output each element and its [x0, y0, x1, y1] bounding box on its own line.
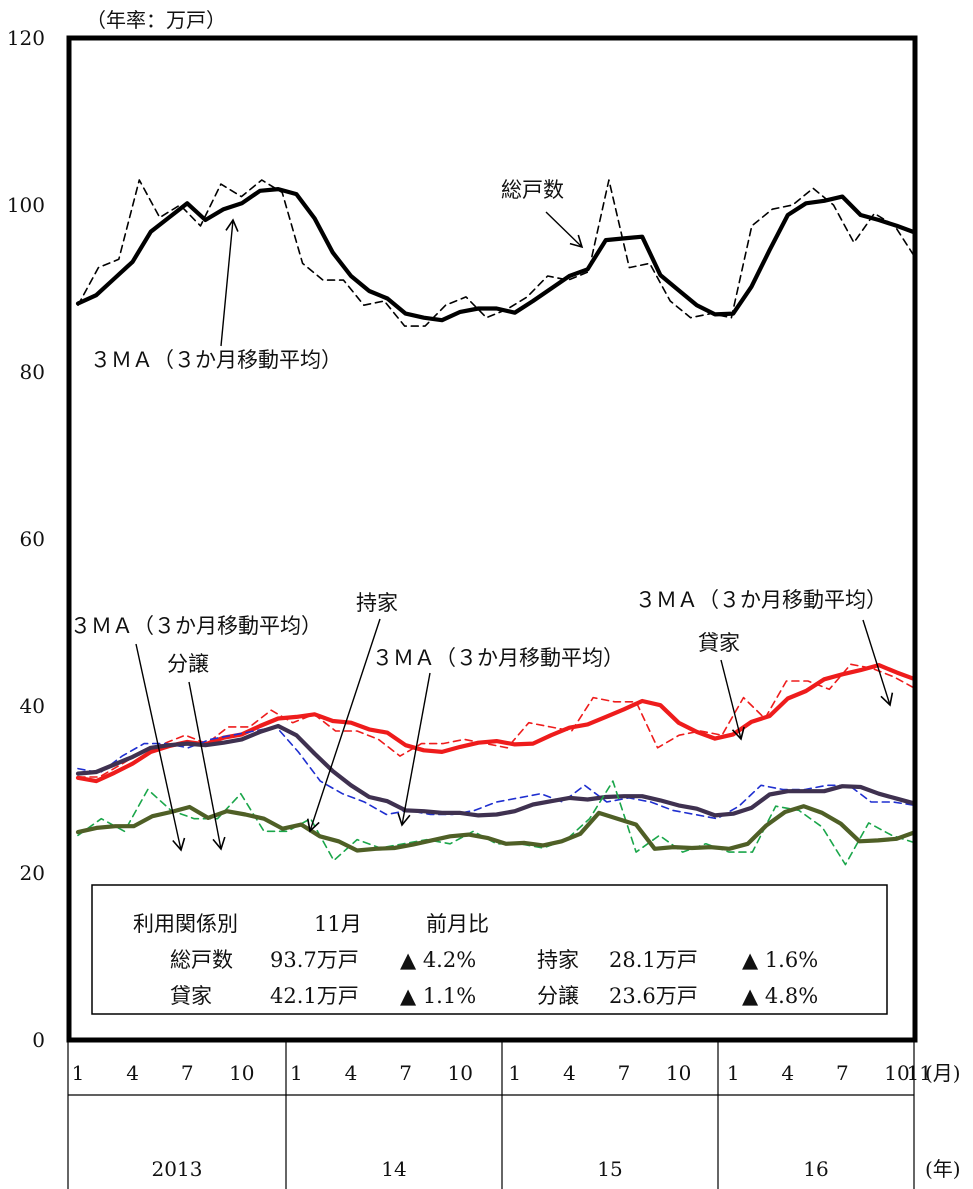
x-month-label: 10	[229, 1061, 254, 1085]
x-year-unit: (年)	[925, 1157, 961, 1181]
x-month-label: 4	[126, 1061, 139, 1085]
series-line-6	[77, 780, 917, 866]
summary-row1-value1: 93.7万戸	[270, 948, 359, 972]
x-month-unit: (月)	[925, 1061, 961, 1085]
x-month-label: 10	[666, 1061, 691, 1085]
y-unit-label: （年率：万戸）	[86, 8, 226, 32]
series-line-7	[75, 804, 918, 853]
y-tick-label: 20	[20, 861, 45, 885]
summary-row1-value2: 28.1万戸	[609, 948, 698, 972]
x-month-label: 10	[447, 1061, 472, 1085]
arrow-sale-ma	[135, 643, 186, 852]
series-line-3	[75, 662, 918, 784]
x-month-label: 10	[884, 1061, 909, 1085]
arrow-total-ma	[220, 218, 239, 347]
summary-row2-change1: ▲ 1.1%	[400, 984, 476, 1008]
x-month-label: 7	[181, 1061, 194, 1085]
y-tick-label: 0	[32, 1028, 45, 1052]
x-month-label: 1	[290, 1061, 303, 1085]
y-tick-label: 60	[20, 527, 45, 551]
annotation-rental-ma: ３ＭＡ（３か月移動平均）	[635, 588, 887, 612]
annotation-rental: 貸家	[698, 631, 740, 655]
y-axis: 0 20 40 60 80 100 120	[7, 26, 45, 1052]
summary-header-month: 11月	[314, 912, 362, 936]
x-month-label: 7	[836, 1061, 849, 1085]
x-month-label: 1	[508, 1061, 521, 1085]
y-tick-label: 40	[20, 694, 45, 718]
series-line-0	[77, 179, 917, 327]
annotation-owner: 持家	[356, 591, 398, 615]
arrow-rental-ma	[862, 619, 894, 707]
annotation-total: 総戸数	[501, 178, 564, 202]
y-tick-label: 80	[20, 360, 45, 384]
annotation-sale-ma: ３ＭＡ（３か月移動平均）	[70, 614, 322, 638]
x-month-label: 1	[727, 1061, 740, 1085]
x-year-label: 15	[597, 1157, 622, 1181]
summary-row2-name2: 分譲	[537, 984, 579, 1008]
series-line-1	[75, 187, 918, 323]
x-year-label: 16	[803, 1157, 828, 1181]
summary-box: 利用関係別 11月 前月比 総戸数 93.7万戸 ▲ 4.2% 持家 28.1万…	[91, 884, 888, 1015]
x-month-label: 4	[563, 1061, 576, 1085]
annotation-owner-ma: ３ＭＡ（３か月移動平均）	[372, 646, 624, 670]
summary-box-frame	[91, 884, 888, 1015]
arrow-sale	[188, 681, 226, 851]
summary-row1-change1: ▲ 4.2%	[400, 948, 476, 972]
x-year-label: 14	[381, 1157, 406, 1181]
y-tick-label: 120	[7, 26, 45, 50]
series-layer	[75, 179, 918, 866]
summary-row1-change2: ▲ 1.6%	[742, 948, 818, 972]
x-month-label: 11	[906, 1061, 931, 1085]
summary-row2-change2: ▲ 4.8%	[742, 984, 818, 1008]
annotation-total-ma: ３ＭＡ（３か月移動平均）	[90, 348, 342, 372]
annotation-sale: 分譲	[167, 652, 209, 676]
summary-row2-value1: 42.1万戸	[270, 984, 359, 1008]
arrow-total	[545, 211, 584, 249]
annotations: 総戸数 ３ＭＡ（３か月移動平均） 持家 ３ＭＡ（３か月移動平均） ３ＭＡ（３か月…	[70, 178, 894, 852]
x-month-label: 1	[72, 1061, 85, 1085]
summary-row1-name2: 持家	[537, 948, 579, 972]
x-month-label: 7	[399, 1061, 412, 1085]
x-month-label: 7	[618, 1061, 631, 1085]
y-tick-label: 100	[7, 193, 45, 217]
series-line-5	[75, 723, 918, 818]
arrow-rental	[720, 659, 745, 741]
summary-row2-value2: 23.6万戸	[609, 984, 698, 1008]
x-year-label: 2013	[152, 1157, 203, 1181]
arrow-owner	[306, 618, 381, 833]
series-line-4	[77, 726, 917, 820]
summary-row1-name1: 総戸数	[170, 948, 233, 972]
x-month-label: 4	[781, 1061, 794, 1085]
summary-header-change: 前月比	[426, 912, 489, 936]
arrow-owner-ma	[397, 672, 431, 827]
summary-row2-name1: 貸家	[170, 984, 212, 1008]
x-month-label: 4	[345, 1061, 358, 1085]
plot-frame	[66, 35, 918, 1043]
summary-header-label: 利用関係別	[133, 912, 238, 936]
